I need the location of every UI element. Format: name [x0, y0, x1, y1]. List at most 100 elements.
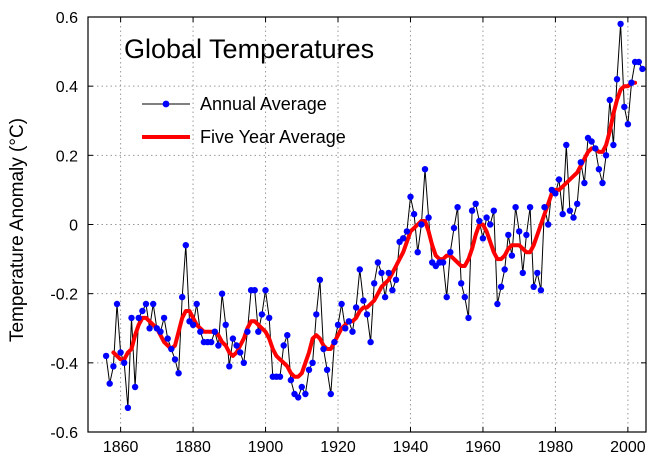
- x-tick-label: 1940: [393, 439, 429, 456]
- tick-labels: 1860 1880 1900 1920 1940 1960 1980 2000 -0.6 -0.4…: [50, 10, 645, 456]
- y-tick-label: 0.4: [56, 79, 78, 96]
- annual-point-1977: [541, 204, 548, 211]
- annual-point-1925: [352, 304, 360, 311]
- annual-point-1972: [523, 231, 530, 239]
- x-tick-label: 1880: [175, 439, 211, 456]
- annual-point-1893: [237, 349, 244, 356]
- annual-point-1867: [142, 300, 150, 308]
- annual-point-1936: [392, 276, 400, 283]
- annual-point-1982: [559, 210, 566, 218]
- y-tick-label: -0.4: [50, 356, 78, 373]
- annual-point-1871: [157, 328, 164, 335]
- annual-point-1942: [414, 249, 421, 256]
- annual-point-1998: [617, 20, 624, 28]
- annual-point-2004: [639, 65, 646, 73]
- annual-point-1886: [211, 328, 218, 335]
- annual-point-1932: [378, 269, 385, 277]
- annual-point-1876: [175, 370, 182, 377]
- annual-point-1892: [233, 342, 240, 349]
- x-tick-label: 1960: [465, 439, 501, 456]
- annual-point-1930: [371, 280, 378, 287]
- annual-point-1952: [450, 224, 458, 232]
- annual-point-1860: [117, 349, 124, 356]
- x-tick-label: 1860: [103, 439, 139, 456]
- annual-point-1888: [218, 290, 226, 297]
- annual-point-1992: [595, 166, 603, 173]
- annual-point-1987: [577, 159, 584, 166]
- annual-point-1873: [164, 335, 171, 342]
- annual-point-1889: [222, 321, 229, 328]
- annual-point-1924: [349, 328, 356, 335]
- annual-point-1858: [110, 363, 117, 370]
- annual-point-1922: [342, 325, 349, 332]
- annual-point-1986: [574, 200, 581, 207]
- series-layer: [102, 20, 646, 411]
- y-tick-label: 0.2: [56, 148, 78, 165]
- annual-point-1921: [338, 300, 345, 308]
- annual-point-1991: [592, 145, 599, 152]
- annual-point-1971: [519, 269, 526, 277]
- annual-point-1869: [150, 300, 157, 308]
- annual-point-1910: [298, 383, 305, 391]
- annual-point-1963: [490, 207, 497, 214]
- annual-point-1950: [443, 293, 450, 301]
- annual-point-1901: [266, 314, 273, 322]
- annual-point-1984: [566, 207, 574, 214]
- annual-point-1960: [479, 235, 487, 242]
- annual-point-1983: [563, 141, 570, 149]
- annual-point-1968: [508, 252, 516, 259]
- annual-point-1931: [374, 259, 382, 266]
- annual-point-1866: [139, 307, 146, 315]
- annual-point-1863: [128, 314, 135, 322]
- x-tick-label: 1980: [538, 439, 574, 456]
- annual-point-1923: [345, 318, 353, 325]
- annual-point-1905: [280, 342, 287, 349]
- annual-point-1993: [599, 179, 606, 187]
- annual-point-1956: [465, 314, 472, 322]
- legend-annual-label: Annual Average: [200, 94, 327, 114]
- annual-point-1897: [251, 287, 258, 294]
- y-tick-label: 0: [69, 218, 78, 235]
- annual-point-1929: [367, 338, 374, 346]
- annual-point-1954: [458, 280, 465, 287]
- annual-point-1878: [182, 242, 189, 249]
- annual-point-1874: [168, 345, 175, 353]
- annual-point-1935: [389, 287, 396, 294]
- annual-point-1953: [454, 204, 461, 211]
- annual-point-1970: [516, 228, 523, 235]
- annual-point-1939: [403, 228, 411, 235]
- annual-point-1974: [530, 283, 537, 290]
- annual-point-1875: [171, 356, 179, 363]
- annual-point-1964: [494, 300, 501, 308]
- annual-point-1915: [316, 276, 324, 283]
- annual-point-1909: [295, 394, 302, 401]
- annual-point-1895: [244, 328, 251, 335]
- annual-point-1927: [360, 297, 367, 304]
- annual-point-1887: [215, 342, 222, 349]
- annual-point-1920: [334, 321, 342, 328]
- annual-point-1959: [476, 217, 483, 225]
- annual-point-1955: [461, 293, 468, 301]
- series-five-year-average-line: [111, 80, 638, 379]
- annual-point-1882: [197, 328, 204, 335]
- annual-point-1881: [193, 300, 200, 308]
- annual-point-1941: [410, 210, 418, 218]
- annual-point-1914: [313, 311, 320, 318]
- annual-point-1856: [102, 352, 110, 360]
- annual-point-1934: [385, 269, 392, 277]
- annual-point-1985: [570, 214, 577, 221]
- annual-point-1919: [331, 338, 338, 346]
- legend: Annual Average Five Year Average: [142, 94, 346, 147]
- annual-point-1965: [497, 283, 505, 290]
- annual-point-1966: [501, 266, 508, 273]
- annual-point-1928: [363, 311, 371, 318]
- annual-point-1904: [276, 373, 284, 380]
- annual-point-1864: [131, 383, 139, 391]
- annual-point-1877: [179, 293, 186, 301]
- annual-point-1911: [302, 390, 309, 398]
- legend-annual-marker: [162, 100, 170, 108]
- annual-point-1990: [588, 138, 595, 145]
- annual-point-1945: [425, 214, 432, 221]
- annual-point-1918: [327, 390, 334, 398]
- annual-point-1957: [468, 207, 476, 214]
